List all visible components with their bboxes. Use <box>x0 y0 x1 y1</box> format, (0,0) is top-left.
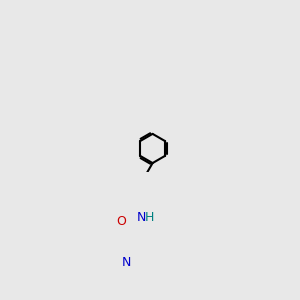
Text: N: N <box>122 256 131 269</box>
Text: O: O <box>116 215 126 228</box>
Text: N: N <box>137 211 146 224</box>
Text: H: H <box>145 211 154 224</box>
